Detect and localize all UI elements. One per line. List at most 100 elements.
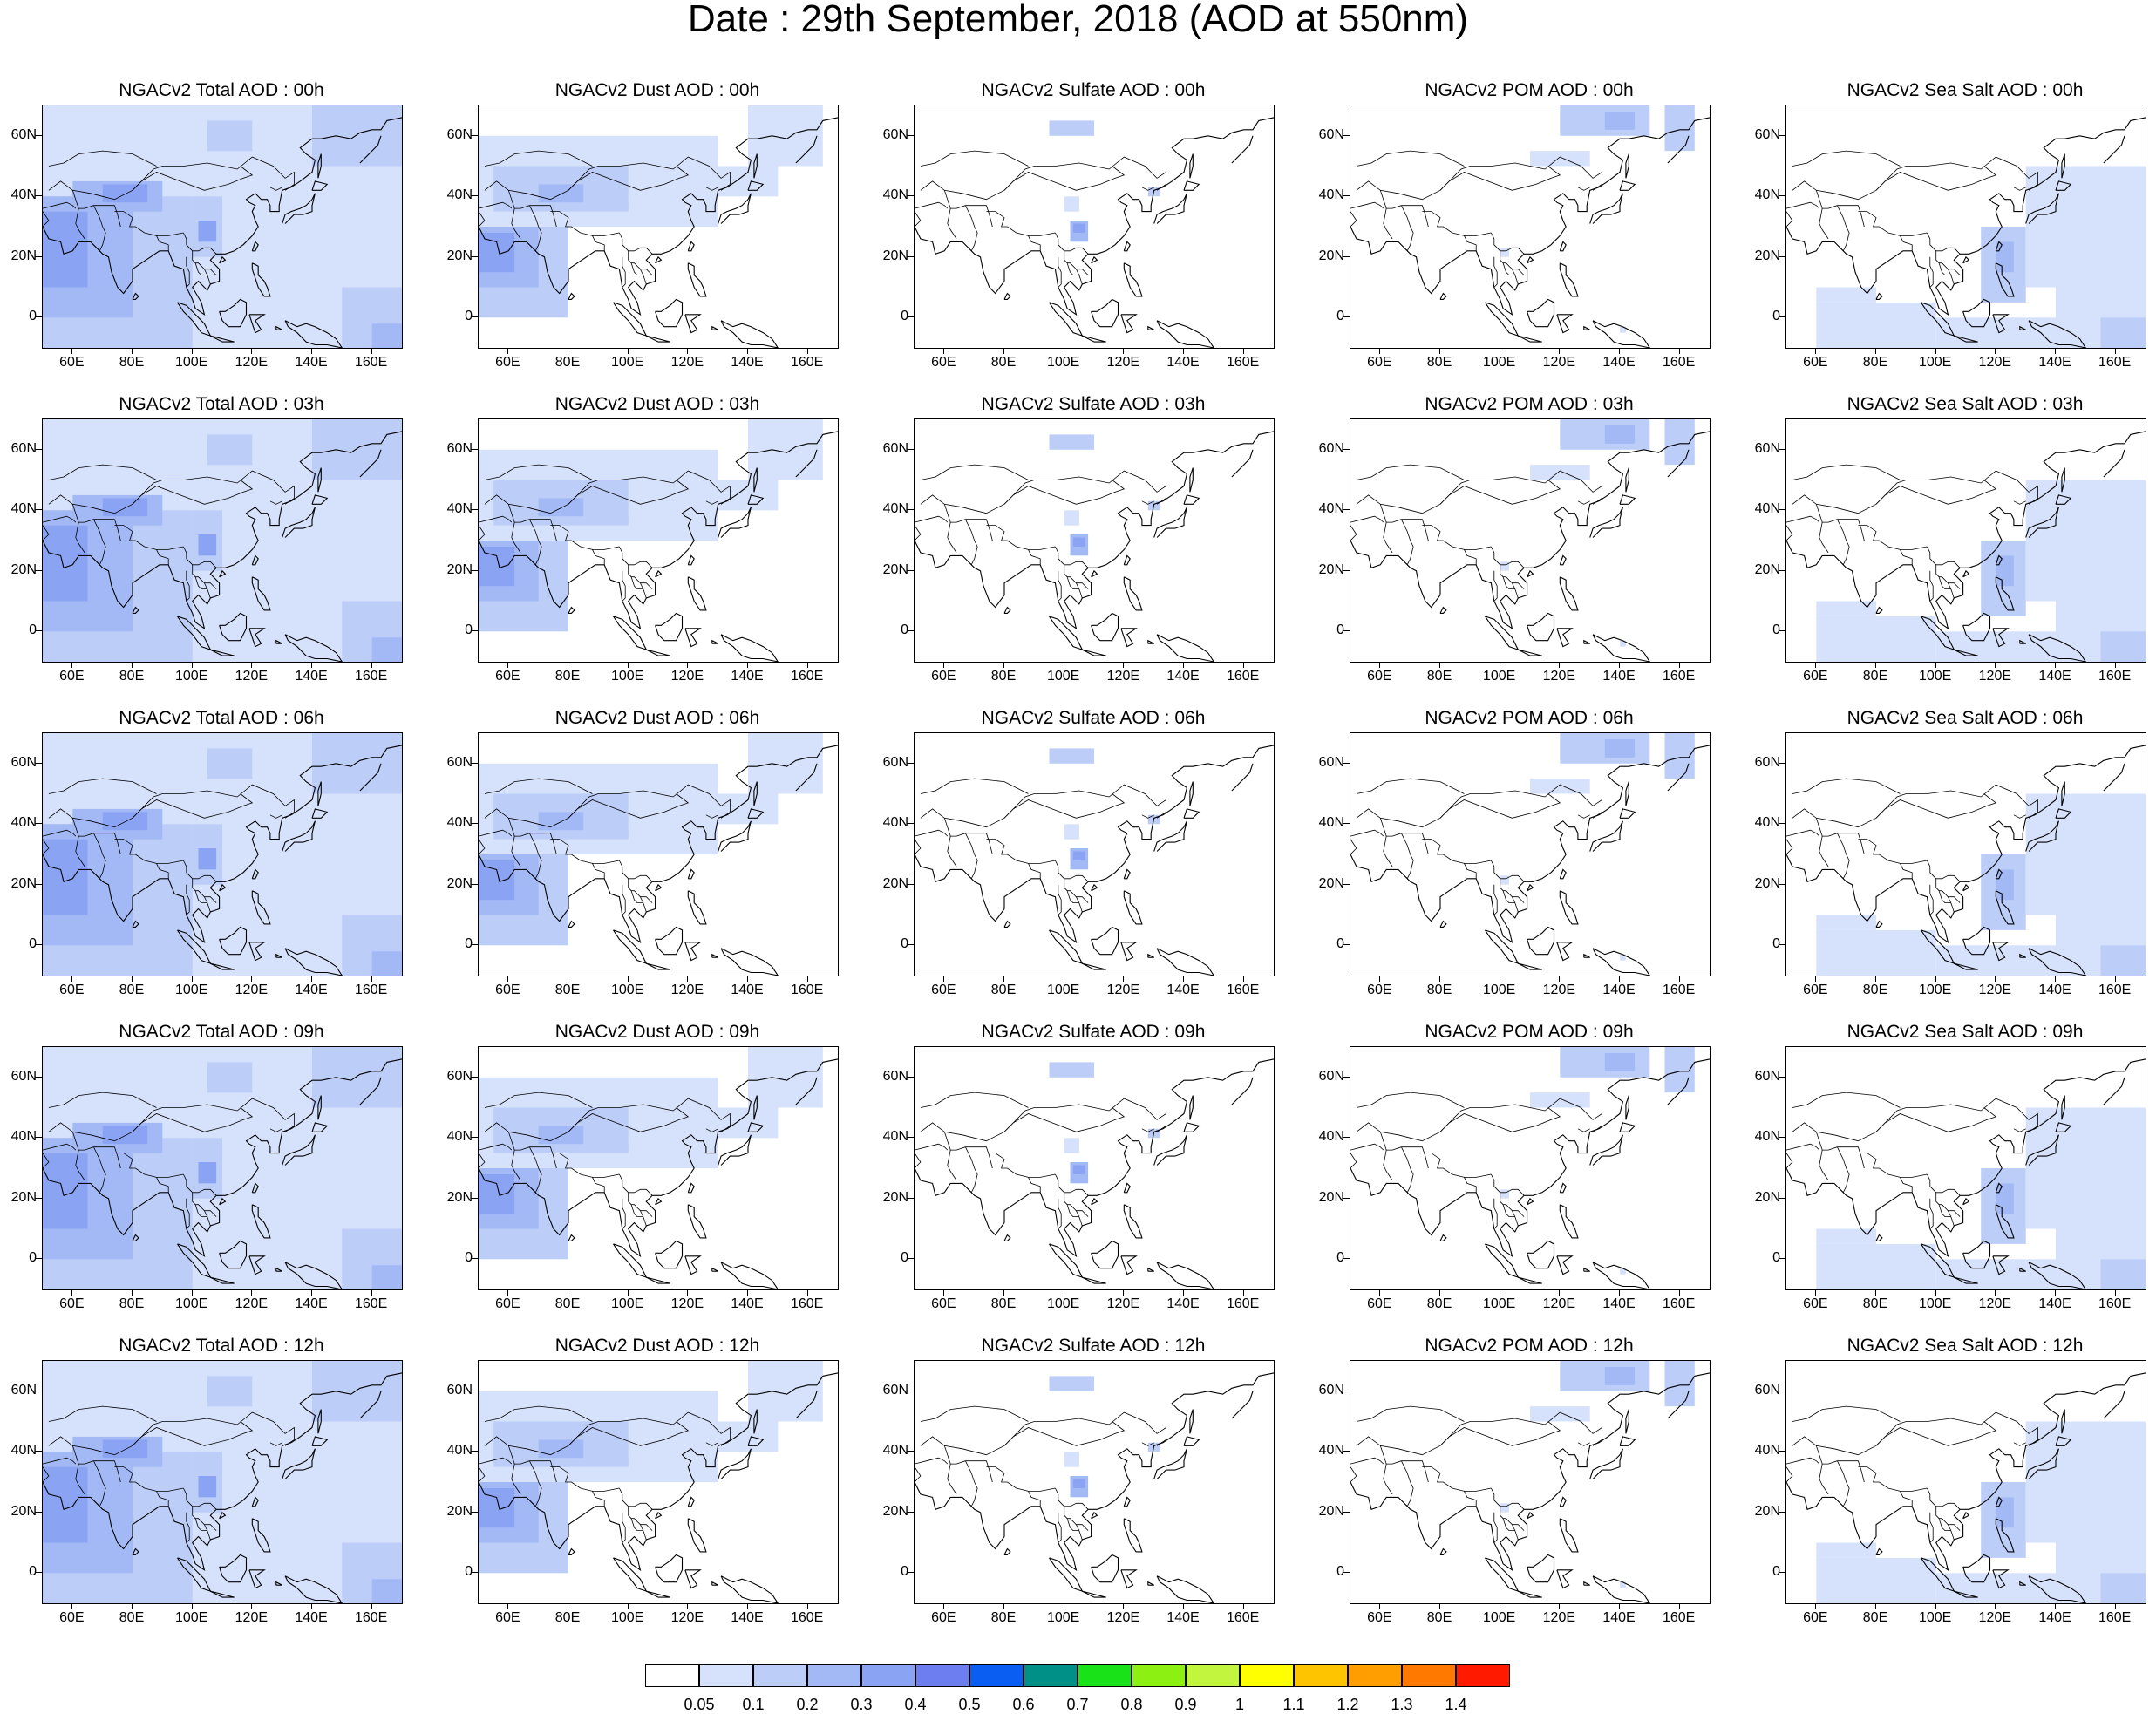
coastline xyxy=(1091,1554,1119,1583)
country-border xyxy=(1837,519,1850,565)
country-border xyxy=(1500,878,1519,913)
country-border xyxy=(1058,570,1062,602)
lon-tick-label: 100E xyxy=(1046,355,1080,370)
country-border xyxy=(2013,1442,2026,1446)
coastline xyxy=(1527,569,1534,578)
coastline xyxy=(479,1372,838,1572)
lat-tick xyxy=(907,448,914,450)
lat-tick xyxy=(1779,134,1785,136)
country-border xyxy=(705,500,718,505)
aod-region xyxy=(1049,748,1094,764)
lat-tick xyxy=(35,316,42,318)
country-border xyxy=(568,480,690,505)
lon-tick-label: 120E xyxy=(1106,1296,1140,1311)
colorbar-label: 0.2 xyxy=(796,1696,819,1713)
lat-tick xyxy=(1343,1197,1350,1199)
lon-tick xyxy=(1815,348,1817,354)
country-border xyxy=(568,1107,690,1132)
lon-tick xyxy=(1379,348,1381,354)
lon-tick xyxy=(1123,1603,1125,1609)
country-border xyxy=(1815,504,1865,541)
country-border xyxy=(947,522,957,554)
aod-map xyxy=(1350,1361,1710,1603)
coastline xyxy=(1962,1554,1991,1583)
coastline xyxy=(1153,193,1187,224)
aod-region xyxy=(1604,739,1636,758)
country-border xyxy=(529,205,542,251)
coastline xyxy=(1231,763,1254,792)
country-border xyxy=(1055,546,1089,568)
lon-tick xyxy=(371,976,372,982)
country-border xyxy=(71,504,121,541)
coastline xyxy=(1156,948,1214,976)
aod-region xyxy=(312,419,402,480)
lon-tick-label: 160E xyxy=(790,355,824,370)
lat-tick-label: 20N xyxy=(446,561,473,577)
country-border xyxy=(2013,814,2026,819)
coastline xyxy=(1995,890,2015,925)
lon-tick xyxy=(251,1603,253,1609)
lon-tick-label: 160E xyxy=(354,1610,388,1625)
lon-tick xyxy=(1123,976,1125,982)
coastline xyxy=(795,135,818,164)
coastline xyxy=(655,569,663,578)
panel-title: NGACv2 Sulfate AOD : 12h xyxy=(981,1336,1206,1356)
lon-tick xyxy=(1619,976,1620,982)
aod-shading xyxy=(479,419,823,632)
aod-region xyxy=(207,434,253,466)
coastline xyxy=(1003,292,1011,300)
country-border xyxy=(484,470,731,514)
lon-tick xyxy=(1559,976,1561,982)
coastline xyxy=(1619,180,1636,191)
map-panel: NGACv2 Total AOD : 09h 0 20N 40N 60N 60E 80E 10… xyxy=(0,1022,436,1336)
lat-tick-label: 20N xyxy=(882,1189,908,1205)
country-border xyxy=(194,1204,207,1217)
lon-tick xyxy=(687,1289,689,1296)
colorbar-swatch xyxy=(861,1664,915,1687)
map-area xyxy=(914,1360,1275,1604)
coastline xyxy=(1559,1518,1579,1553)
coastline xyxy=(1091,569,1098,578)
coastline xyxy=(795,1391,818,1419)
lon-tick-label: 100E xyxy=(1918,1610,1952,1625)
country-border xyxy=(1066,262,1079,275)
coastline xyxy=(1123,1182,1131,1194)
lat-tick-label: 20N xyxy=(1754,1189,1780,1205)
aod-region xyxy=(1816,616,1936,662)
map-area xyxy=(42,105,403,349)
lat-tick-label: 40N xyxy=(882,1129,908,1145)
aod-map xyxy=(479,1047,838,1289)
lon-tick xyxy=(2114,348,2116,354)
lon-tick xyxy=(71,348,73,354)
country-border xyxy=(529,1146,542,1193)
lat-tick xyxy=(35,1511,42,1513)
coastline xyxy=(687,1204,707,1239)
coastline xyxy=(1156,320,1214,348)
country-border xyxy=(1491,546,1525,568)
country-border xyxy=(507,190,557,228)
country-border xyxy=(48,464,157,480)
aod-region xyxy=(479,547,515,587)
coastline xyxy=(210,1590,235,1598)
panel-title: NGACv2 Dust AOD : 03h xyxy=(554,394,760,414)
country-border xyxy=(93,519,106,565)
country-border xyxy=(943,1445,993,1483)
lat-tick xyxy=(907,1451,914,1452)
coastline xyxy=(1082,962,1106,970)
lon-tick xyxy=(1935,662,1936,668)
country-border xyxy=(1875,1107,1997,1132)
country-border xyxy=(1819,1150,1829,1181)
lon-tick-label: 120E xyxy=(235,669,269,684)
lat-tick-label: 0 xyxy=(465,1564,473,1580)
panel-title: NGACv2 POM AOD : 12h xyxy=(1425,1336,1634,1356)
country-border xyxy=(1350,1143,1384,1151)
coastline xyxy=(684,314,702,334)
lat-tick xyxy=(35,883,42,885)
coastline xyxy=(687,1182,695,1194)
coastline xyxy=(718,1448,752,1479)
coastline xyxy=(915,1058,1274,1258)
country-border xyxy=(1792,778,1901,794)
coastline xyxy=(711,325,718,330)
country-border xyxy=(915,839,922,855)
country-border xyxy=(1422,839,1492,864)
